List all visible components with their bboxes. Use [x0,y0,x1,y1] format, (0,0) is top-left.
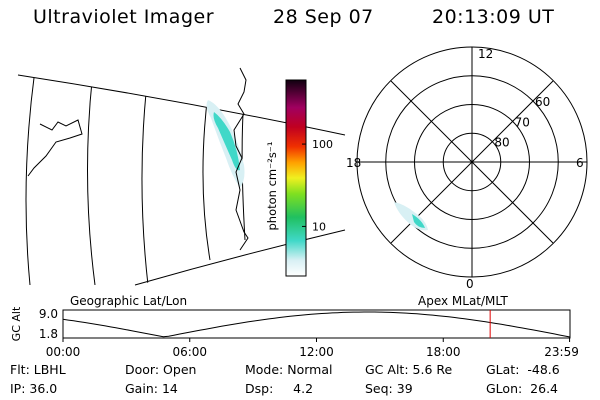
coastline-west [27,119,83,177]
colorbar-unit-label: photon cm⁻²s⁻¹ [265,142,279,231]
altitude-ylabel: GC Alt [10,306,23,341]
status-dsp: Dsp: 4.2 [245,381,314,396]
altitude-curve [62,311,571,338]
status-flt: Flt: LBHL [10,362,66,377]
geo-meridians [25,75,249,285]
polar-aurora-core [412,214,425,228]
status-mode: Mode: Normal [245,362,333,377]
lat-label-60: 60 [535,95,550,109]
instrument-title: Ultraviolet Imager [33,6,215,28]
altitude-plot: GC Alt 9.0 1.8 00:00 06:00 12:00 18:00 23:59 [10,306,579,359]
status-gain: Gain: 14 [125,381,178,396]
altitude-xtick-label: 12:00 [299,345,334,359]
status-door: Door: Open [125,362,197,377]
geo-boundary-bottom [134,229,346,286]
status-gc-alt: GC Alt: 5.6 Re [365,362,453,377]
colorbar-tick-label: 100 [312,138,333,151]
colorbar-gradient [285,79,307,277]
lat-label-80: 80 [494,136,509,150]
mlt-label-18: 18 [346,156,361,170]
status-ip: IP: 36.0 [10,381,58,396]
status-glon: GLon: 26.4 [486,381,559,396]
altitude-xtick-label: 18:00 [426,345,461,359]
status-seq: Seq: 39 [365,381,413,396]
colorbar-tick-label: 10 [312,220,326,233]
polar-plot: 12 18 6 0 60 70 80 [346,46,588,291]
geo-panel-label: Geographic Lat/Lon [70,294,187,308]
colorbar: 10 100 photon cm⁻²s⁻¹ [265,79,333,277]
status-glat: GLat: -48.6 [486,362,560,377]
altitude-ytick-max: 9.0 [39,307,58,321]
mlt-label-6: 6 [576,156,584,170]
mlt-label-0: 0 [466,277,474,291]
mlt-label-12: 12 [478,47,493,61]
altitude-ytick-min: 1.8 [39,327,58,341]
aurora-emission [206,100,245,188]
date-label: 28 Sep 07 [273,6,374,28]
altitude-xtick-label: 00:00 [46,345,81,359]
altitude-xtick-label: 06:00 [172,345,207,359]
lat-label-70: 70 [515,115,530,129]
coastline-east [233,67,249,251]
time-label: 20:13:09 UT [432,6,555,28]
altitude-xtick-label: 23:59 [544,345,579,359]
polar-panel-label: Apex MLat/MLT [418,294,508,308]
